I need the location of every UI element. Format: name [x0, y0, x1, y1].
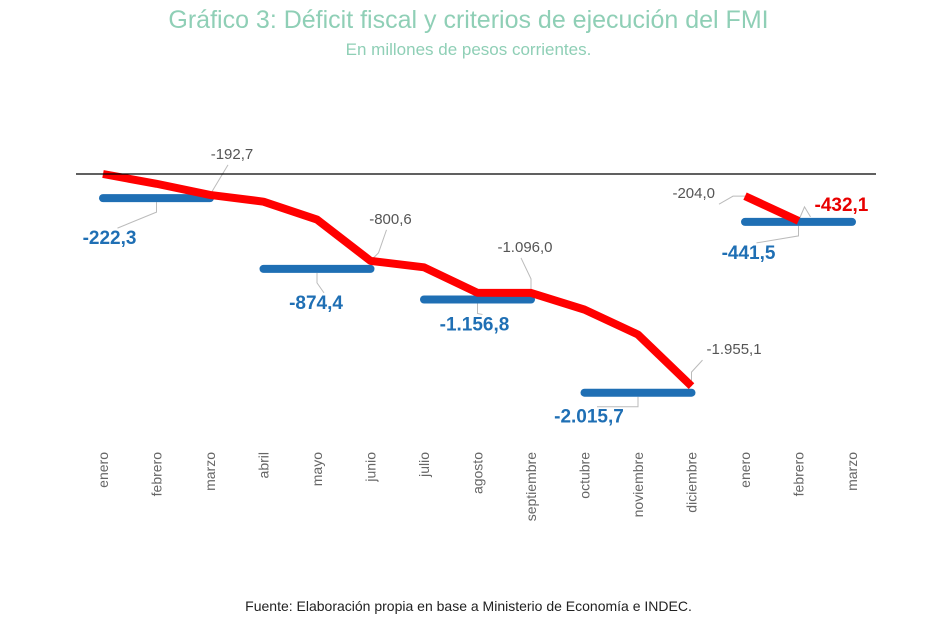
actual-label: -1.096,0: [497, 239, 552, 256]
data-labels: -222,3 -874,4 -1.156,8 -2.015,7 -441,5 -192,7…: [83, 146, 869, 428]
actual-label: -1.955,1: [707, 341, 762, 358]
target-leader-line: [597, 396, 639, 408]
x-tick-label: marzo: [202, 452, 218, 491]
x-tick-label: febrero: [149, 452, 165, 497]
x-tick-label: diciembre: [684, 452, 700, 513]
x-tick-label: abril: [256, 452, 272, 478]
x-tick-label: noviembre: [630, 452, 646, 518]
actual-label: -204,0: [672, 185, 715, 202]
target-label: -1.156,8: [440, 315, 510, 336]
actual-label: -800,6: [369, 211, 412, 228]
x-tick-label: enero: [737, 452, 753, 488]
actual-line-segment-1: [743, 192, 801, 225]
actual-label: -192,7: [211, 146, 254, 163]
actual-leader-line: [798, 205, 811, 222]
target-label: -441,5: [722, 243, 776, 264]
x-tick-labels: enero febrero marzo abril mayo junio julio agos…: [95, 452, 860, 521]
actual-leader-line: [370, 229, 387, 262]
actual-leader-line: [718, 195, 745, 205]
x-tick-label: agosto: [470, 452, 486, 494]
target-label: -874,4: [289, 293, 343, 314]
target-leader-line: [316, 272, 325, 294]
actual-line-segment-0: [102, 170, 695, 390]
target-leader-line: [117, 202, 157, 229]
target-label: -222,3: [83, 228, 137, 249]
source-note: Fuente: Elaboración propia en base a Min…: [245, 598, 692, 614]
target-bars: [99, 194, 856, 397]
actual-lines: [102, 170, 801, 390]
chart-title: Gráfico 3: Déficit fiscal y criterios de…: [168, 6, 769, 34]
x-tick-label: junio: [363, 452, 379, 483]
x-tick-label: julio: [416, 452, 432, 478]
target-label: -2.015,7: [554, 407, 624, 428]
actual-leader-line: [520, 257, 532, 293]
x-tick-label: octubre: [577, 452, 593, 499]
chart-subtitle: En millones de pesos corrientes.: [345, 40, 592, 59]
actual-label: -432,1: [815, 195, 869, 216]
x-tick-label: marzo: [844, 452, 860, 491]
actual-leader-line: [209, 164, 229, 196]
x-tick-label: febrero: [791, 452, 807, 497]
target-leader-line: [477, 303, 483, 316]
x-tick-label: septiembre: [523, 452, 539, 521]
x-tick-label: enero: [95, 452, 111, 488]
target-leader-line: [756, 225, 799, 244]
x-tick-label: mayo: [309, 452, 325, 486]
